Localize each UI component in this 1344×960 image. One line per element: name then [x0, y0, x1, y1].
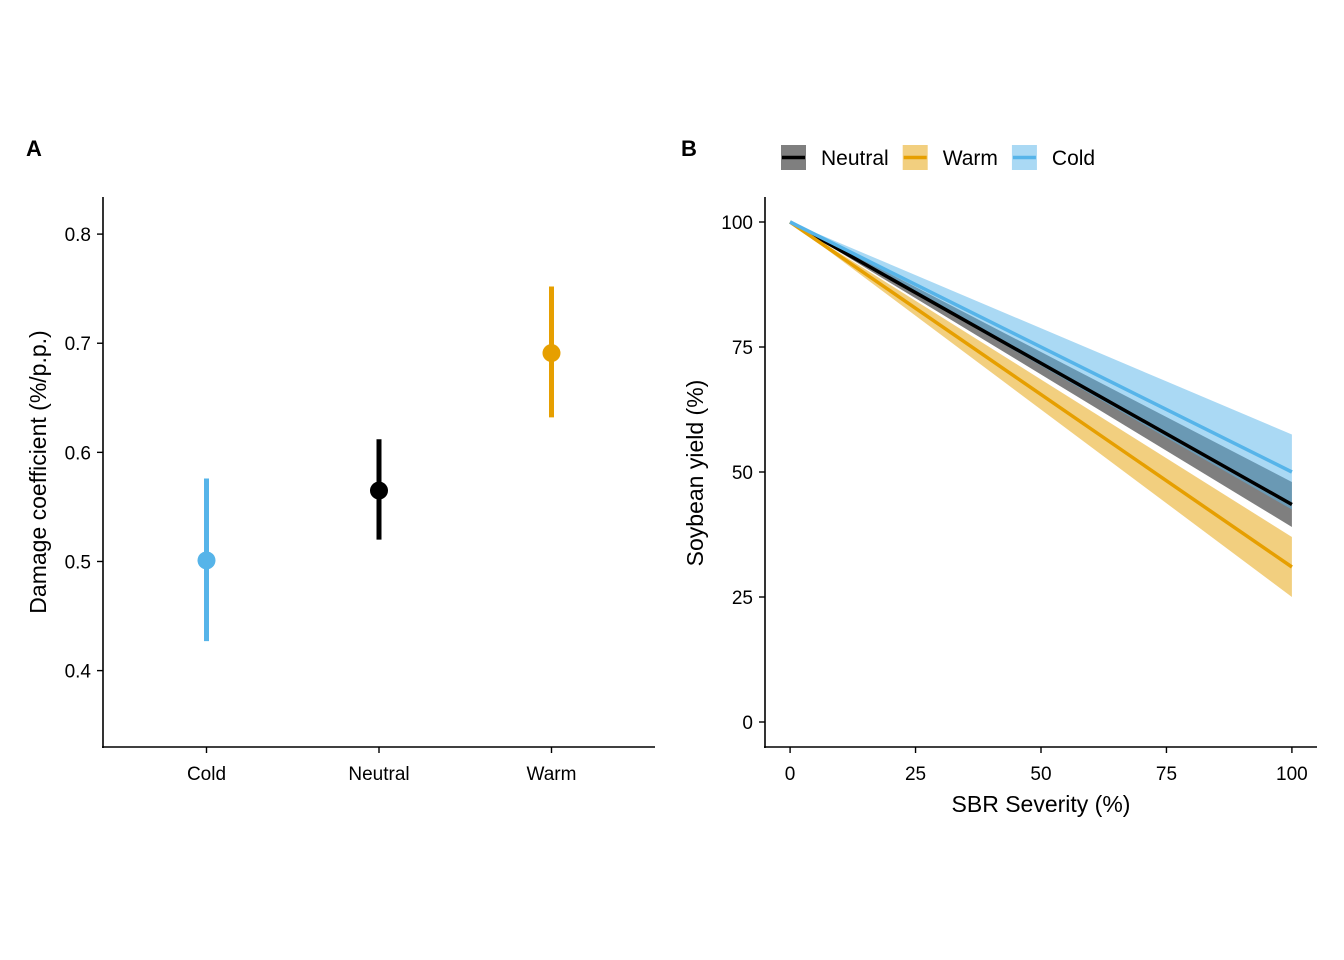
panel-b-x-tick-label: 0: [785, 764, 796, 785]
panel-a-x-tick-label: Neutral: [348, 764, 409, 785]
panel-b-y-tick-label: 0: [742, 713, 753, 734]
panel-a-letter: A: [26, 136, 42, 161]
panel-a-y-tick-label: 0.6: [65, 443, 91, 464]
panel-b-x-axis-title: SBR Severity (%): [952, 791, 1131, 817]
panel-b-y-tick-label: 75: [732, 338, 753, 359]
panel-a-y-tick-label: 0.7: [65, 334, 91, 355]
panel-a-points: [197, 286, 561, 642]
point-neutral: [370, 481, 388, 500]
panel-a-y-ticks: 0.4 0.5 0.6 0.7 0.8: [65, 225, 103, 683]
panel-b-ribbons: [790, 222, 1292, 597]
panel-b-y-tick-label: 100: [721, 213, 753, 234]
panel-b-x-tick-label: 75: [1156, 764, 1177, 785]
legend-label-neutral: Neutral: [821, 147, 889, 170]
line-warm: [789, 220, 1293, 569]
panel-a-y-tick-label: 0.4: [65, 662, 92, 683]
panel-a-y-axis-title: Damage coefficient (%/p.p.): [25, 330, 51, 613]
ribbon-warm: [790, 222, 1292, 597]
panel-a-x-tick-label: Cold: [187, 764, 226, 785]
panel-b-y-tick-label: 50: [732, 463, 753, 484]
ribbon-neutral: [790, 222, 1292, 527]
panel-a-y-tick-label: 0.5: [65, 552, 91, 573]
panel-b-lines: [789, 220, 1293, 569]
panel-b-x-ticks: 0 25 50 75 100: [785, 747, 1308, 785]
panel-a-x-ticks: Cold Neutral Warm: [187, 747, 577, 785]
panel-b-legend: Neutral Warm Cold: [781, 145, 1095, 170]
legend-label-warm: Warm: [943, 147, 998, 170]
point-warm: [542, 344, 561, 363]
panel-b-y-axis-title: Soybean yield (%): [682, 380, 708, 567]
panel-a-x-tick-label: Warm: [527, 764, 577, 785]
line-neutral: [789, 220, 1293, 507]
point-cold: [197, 551, 216, 570]
legend-label-cold: Cold: [1052, 147, 1095, 170]
panel-b-letter: B: [681, 136, 697, 161]
panel-a-y-tick-label: 0.8: [65, 225, 91, 246]
panel-b-x-tick-label: 50: [1030, 764, 1051, 785]
panel-b-x-tick-label: 100: [1276, 764, 1308, 785]
panel-b-y-tick-label: 25: [732, 588, 753, 609]
panel-a: A 0.4 0.5 0.6 0.7 0.8 Cold Neutral Warm Damage…: [25, 136, 655, 785]
panel-b-y-ticks: 0 25 50 75 100: [721, 213, 765, 734]
panel-b-x-tick-label: 25: [905, 764, 926, 785]
line-cold: [789, 220, 1293, 474]
